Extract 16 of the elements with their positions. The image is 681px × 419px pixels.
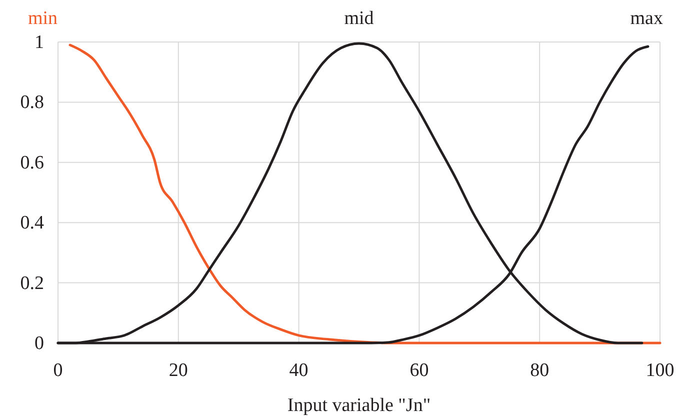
y-tick-label: 0 (34, 333, 44, 354)
series-label: mid (344, 8, 374, 29)
y-tick-label: 0.8 (20, 92, 44, 114)
x-tick-label: 20 (168, 360, 188, 381)
series-label: min (28, 8, 58, 29)
y-tick-label: 0.4 (20, 212, 44, 234)
x-tick-label: 60 (410, 360, 429, 381)
x-tick-label: 100 (646, 360, 674, 381)
x-tick-label: 80 (530, 360, 550, 381)
y-tick-label: 1 (34, 32, 44, 53)
x-tick-label: 40 (289, 360, 308, 381)
y-tick-label: 0.2 (20, 272, 44, 294)
x-tick-label: 0 (53, 360, 63, 381)
y-tick-label: 0.6 (20, 152, 44, 174)
series-label: max (630, 8, 664, 29)
x-axis-title: Input variable "Jn" (287, 395, 431, 416)
